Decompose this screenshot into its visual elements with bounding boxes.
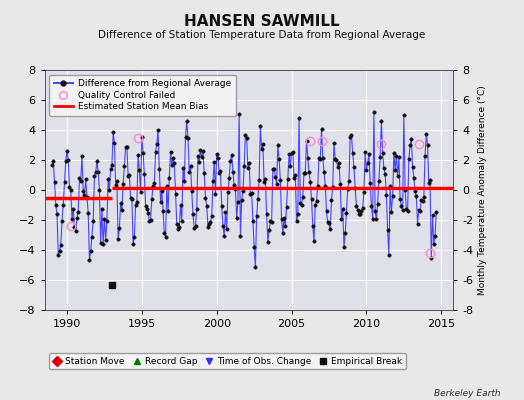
Text: HANSEN SAWMILL: HANSEN SAWMILL (184, 14, 340, 29)
Legend: Difference from Regional Average, Quality Control Failed, Estimated Station Mean: Difference from Regional Average, Qualit… (49, 74, 236, 116)
Text: Difference of Station Temperature Data from Regional Average: Difference of Station Temperature Data f… (99, 30, 425, 40)
Text: Berkeley Earth: Berkeley Earth (434, 389, 500, 398)
Y-axis label: Monthly Temperature Anomaly Difference (°C): Monthly Temperature Anomaly Difference (… (477, 85, 487, 295)
Legend: Station Move, Record Gap, Time of Obs. Change, Empirical Break: Station Move, Record Gap, Time of Obs. C… (49, 353, 406, 370)
